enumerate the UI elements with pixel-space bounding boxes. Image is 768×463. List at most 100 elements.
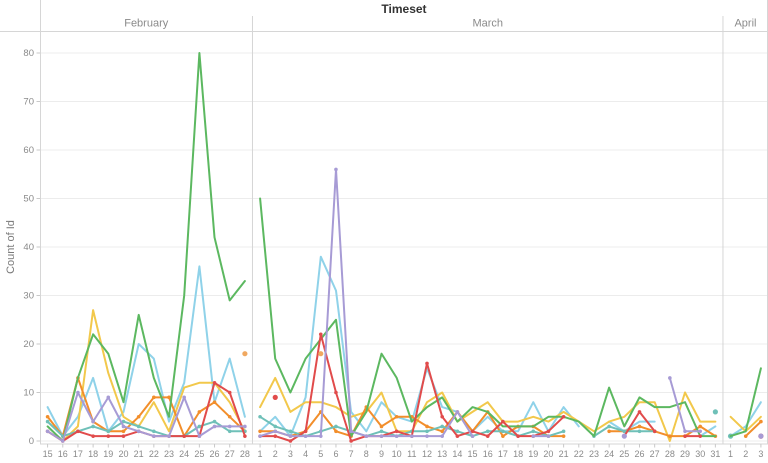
series-point-orange[interactable] [501,434,505,438]
series-point-teal[interactable] [485,429,490,434]
series-point-purple[interactable] [227,424,232,429]
series-point-red[interactable] [76,429,80,434]
series-point-orange[interactable] [136,414,141,419]
series-point-red[interactable] [182,434,186,438]
series-point-teal[interactable] [212,419,217,424]
series-point-teal[interactable] [440,424,444,429]
series-point-purple[interactable] [167,434,171,438]
series-point-red[interactable] [121,434,126,438]
series-point-red[interactable] [455,434,460,438]
series-point-red[interactable] [683,434,687,438]
series-point-red[interactable] [652,429,657,434]
series-point-orange[interactable] [394,414,399,419]
series-point-teal[interactable] [258,414,262,419]
series-point-purple[interactable] [668,376,672,380]
series-line-purple[interactable] [259,168,702,438]
series-point-purple[interactable] [410,434,414,438]
series-point-red[interactable] [561,414,566,419]
series-point-purple[interactable] [288,434,293,438]
series-point-red[interactable] [91,434,95,438]
series-point-teal[interactable] [531,429,536,434]
series-point-red[interactable] [318,332,323,337]
series-point-red[interactable] [516,434,520,438]
series-point-amber[interactable] [242,351,248,357]
series-point-purple[interactable] [379,434,384,438]
series-point-purple[interactable] [394,434,399,438]
series-point-purple[interactable] [60,439,65,443]
series-point-red[interactable] [227,390,232,395]
series-point-teal[interactable] [106,429,111,434]
series-point-purple[interactable] [621,433,627,439]
series-point-red[interactable] [394,429,399,434]
series-point-purple[interactable] [455,410,460,414]
series-line-orange[interactable] [744,420,762,438]
series-point-purple[interactable] [470,434,475,438]
series-point-purple[interactable] [258,434,262,438]
series-point-orange[interactable] [637,424,642,429]
series-point-teal[interactable] [136,424,141,429]
series-point-orange[interactable] [698,424,703,429]
series-point-teal[interactable] [334,424,338,429]
series-point-teal[interactable] [152,429,156,434]
series-point-teal[interactable] [288,429,293,434]
series-point-red[interactable] [470,429,475,434]
extra-dot-red[interactable] [272,394,278,400]
series-point-purple[interactable] [364,434,369,438]
series-line-yellow[interactable] [46,309,246,442]
series-point-teal[interactable] [273,424,278,429]
series-point-purple[interactable] [182,395,186,400]
series-point-orange[interactable] [607,429,611,434]
series-point-red[interactable] [243,434,247,438]
series-line-yellow[interactable] [259,376,717,442]
series-point-orange[interactable] [258,429,262,434]
series-point-purple[interactable] [698,429,703,434]
series-point-purple[interactable] [303,434,308,438]
series-point-orange[interactable] [561,434,566,438]
series-point-teal[interactable] [712,409,718,415]
series-point-teal[interactable] [455,429,460,434]
series-point-orange[interactable] [440,429,444,434]
series-point-red[interactable] [425,361,429,366]
series-point-orange[interactable] [121,429,126,434]
series-point-orange[interactable] [167,395,171,400]
series-line-light-blue[interactable] [46,265,246,438]
series-point-teal[interactable] [45,419,50,424]
series-point-red[interactable] [273,434,278,438]
series-point-purple[interactable] [243,424,247,429]
series-point-purple[interactable] [136,429,141,434]
series-point-red[interactable] [212,381,217,385]
series-point-orange[interactable] [334,429,338,434]
series-point-amber[interactable] [318,351,324,357]
series-point-orange[interactable] [212,400,217,405]
series-point-teal[interactable] [501,429,505,434]
series-line-green[interactable] [259,197,717,438]
series-point-orange[interactable] [197,410,202,414]
series-point-orange[interactable] [152,395,156,400]
series-point-purple[interactable] [152,434,156,438]
series-point-teal[interactable] [227,429,232,434]
series-point-purple[interactable] [683,429,687,434]
series-point-orange[interactable] [759,419,763,424]
series-point-teal[interactable] [637,429,642,434]
series-line-purple[interactable] [46,391,246,442]
series-point-orange[interactable] [743,434,748,438]
series-point-purple[interactable] [212,424,217,429]
series-line-teal[interactable] [46,420,246,438]
series-point-purple[interactable] [106,395,111,400]
series-point-purple[interactable] [318,434,323,438]
series-point-teal[interactable] [607,424,611,429]
series-point-purple[interactable] [197,434,202,438]
series-point-red[interactable] [349,439,353,443]
series-line-light-blue[interactable] [729,401,762,438]
series-point-red[interactable] [485,434,490,438]
series-point-red[interactable] [637,410,642,414]
series-point-purple[interactable] [531,434,536,438]
series-line-orange[interactable] [46,376,246,438]
series-point-orange[interactable] [668,434,672,438]
series-point-purple[interactable] [440,434,444,438]
series-point-red[interactable] [334,390,338,395]
series-point-red[interactable] [501,419,505,424]
series-line-light-blue[interactable] [259,255,717,438]
series-point-teal[interactable] [622,429,627,434]
series-point-purple[interactable] [334,167,338,172]
